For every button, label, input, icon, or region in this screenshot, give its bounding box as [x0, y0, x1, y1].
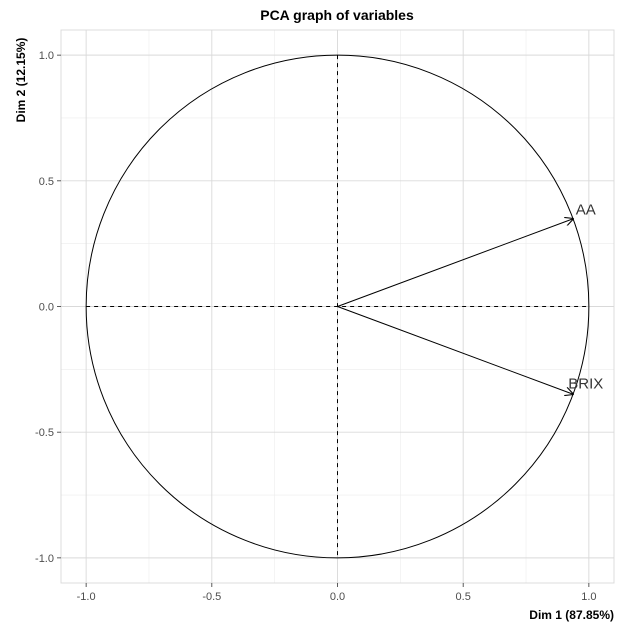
x-axis-ticks: -1.0 -0.5 0.0 0.5 1.0: [77, 583, 597, 603]
y-tick-label: 0.0: [39, 302, 54, 314]
x-tick-label: -1.0: [77, 591, 96, 603]
arrow-brix: [337, 306, 574, 395]
variable-label-aa: AA: [576, 202, 596, 219]
arrow-aa: [337, 219, 574, 307]
y-tick-label: -1.0: [35, 553, 54, 565]
y-tick-label: 1.0: [39, 50, 54, 62]
x-axis-label: Dim 1 (87.85%): [529, 608, 614, 622]
x-tick-label: 0.0: [330, 591, 345, 603]
variable-labels: AA BRIX: [568, 202, 603, 393]
chart-title: PCA graph of variables: [260, 7, 414, 23]
x-tick-label: 1.0: [581, 591, 596, 603]
variable-label-brix: BRIX: [568, 375, 603, 392]
unit-circle: [85, 54, 590, 559]
x-tick-label: 0.5: [456, 591, 471, 603]
variable-arrows: [337, 219, 574, 395]
y-axis-ticks: -1.0 -0.5 0.0 0.5 1.0: [35, 50, 61, 565]
y-tick-label: -0.5: [35, 427, 54, 439]
correlation-circle: [85, 54, 590, 559]
y-tick-label: 0.5: [39, 176, 54, 188]
y-axis-label: Dim 2 (12.15%): [14, 38, 28, 123]
x-tick-label: -0.5: [202, 591, 221, 603]
